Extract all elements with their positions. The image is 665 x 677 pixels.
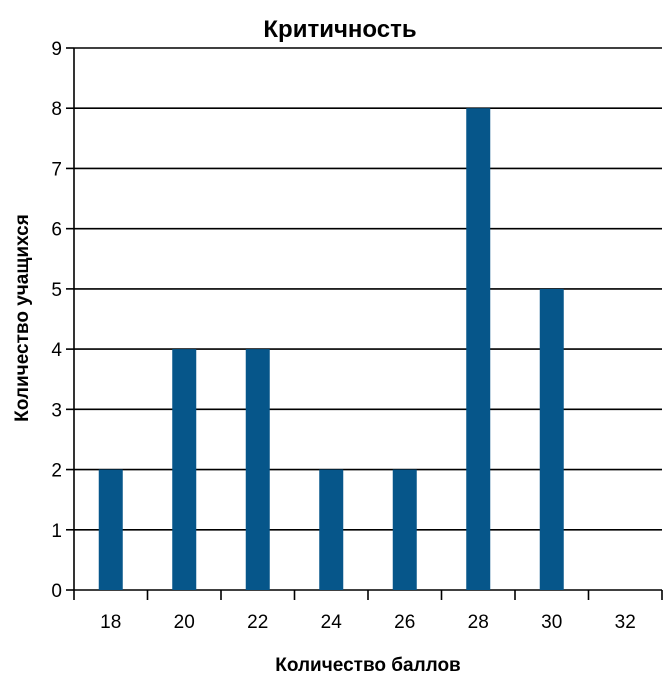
y-tick-label: 0 bbox=[51, 581, 62, 602]
bar bbox=[539, 288, 564, 590]
bars bbox=[98, 108, 564, 590]
y-axis-title: Количество учащихся bbox=[12, 214, 33, 422]
bar bbox=[245, 349, 270, 590]
bar bbox=[98, 469, 123, 590]
x-tick-label: 24 bbox=[321, 612, 343, 633]
y-axis: 0 1 2 3 4 5 6 7 8 9 bbox=[51, 39, 75, 602]
bar bbox=[172, 349, 197, 590]
y-tick-label: 9 bbox=[51, 39, 62, 60]
bar bbox=[392, 469, 417, 590]
y-tick-label: 8 bbox=[51, 99, 62, 120]
x-tick-label: 22 bbox=[247, 612, 268, 633]
grid-lines bbox=[74, 47, 662, 531]
y-tick-label: 4 bbox=[51, 340, 62, 361]
y-tick-label: 5 bbox=[51, 280, 62, 301]
x-axis: 18 20 22 24 26 28 30 32 bbox=[73, 589, 663, 633]
y-tick-label: 2 bbox=[51, 461, 62, 482]
y-tick-label: 7 bbox=[51, 159, 62, 180]
x-tick-label: 20 bbox=[174, 612, 195, 633]
x-tick-label: 26 bbox=[394, 612, 415, 633]
x-tick-label: 28 bbox=[468, 612, 489, 633]
y-tick-label: 3 bbox=[51, 400, 62, 421]
x-tick-label: 30 bbox=[541, 612, 562, 633]
bar bbox=[466, 108, 491, 590]
x-axis-title: Количество баллов bbox=[275, 655, 461, 676]
bar bbox=[319, 469, 344, 590]
y-tick-label: 6 bbox=[51, 220, 62, 241]
x-tick-label: 32 bbox=[615, 612, 636, 633]
x-tick-label: 18 bbox=[100, 612, 121, 633]
chart-title: Критичность bbox=[263, 16, 416, 43]
y-tick-label: 1 bbox=[51, 521, 62, 542]
